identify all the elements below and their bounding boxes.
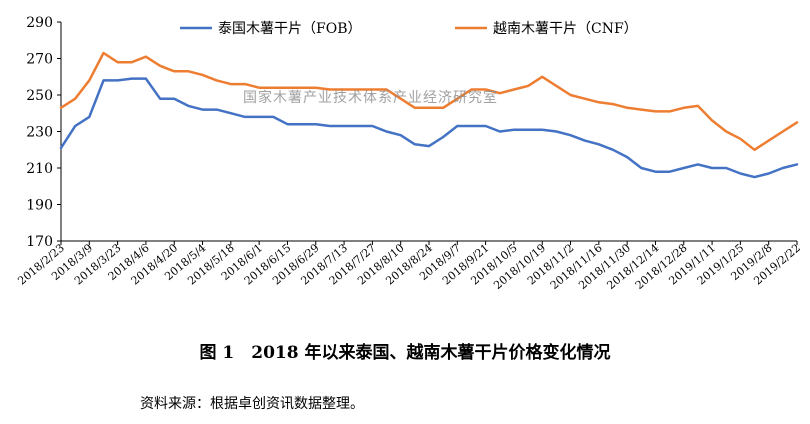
series-line-vietnam-cnf	[59, 51, 799, 152]
series-line-thai-fob	[59, 77, 799, 179]
y-tick-label: 190	[26, 198, 53, 214]
figure-caption: 图 1 2018 年以来泰国、越南木薯干片价格变化情况	[199, 343, 611, 363]
y-tick-label: 270	[26, 52, 53, 68]
y-tick-label: 250	[26, 88, 53, 104]
y-tick-label: 230	[26, 125, 53, 141]
series-layer	[59, 51, 799, 179]
y-tick-label: 170	[26, 234, 53, 250]
watermark-annotation: 国家木薯产业技术体系产业经济研究室	[243, 89, 498, 106]
legend-label-vietnam: 越南木薯干片（CNF）	[493, 21, 638, 37]
y-tick-label: 210	[26, 161, 53, 177]
chart-legend: 泰国木薯干片（FOB） 越南木薯干片（CNF）	[180, 21, 638, 37]
line-chart: 1701902102302502702902018/2/232018/3/920…	[15, 15, 803, 292]
chart-axes: 1701902102302502702902018/2/232018/3/920…	[15, 15, 803, 292]
y-tick-label: 290	[26, 15, 53, 31]
legend-label-thai: 泰国木薯干片（FOB）	[218, 21, 361, 37]
data-source-note: 资料来源：根据卓创资讯数据整理。	[140, 396, 364, 412]
